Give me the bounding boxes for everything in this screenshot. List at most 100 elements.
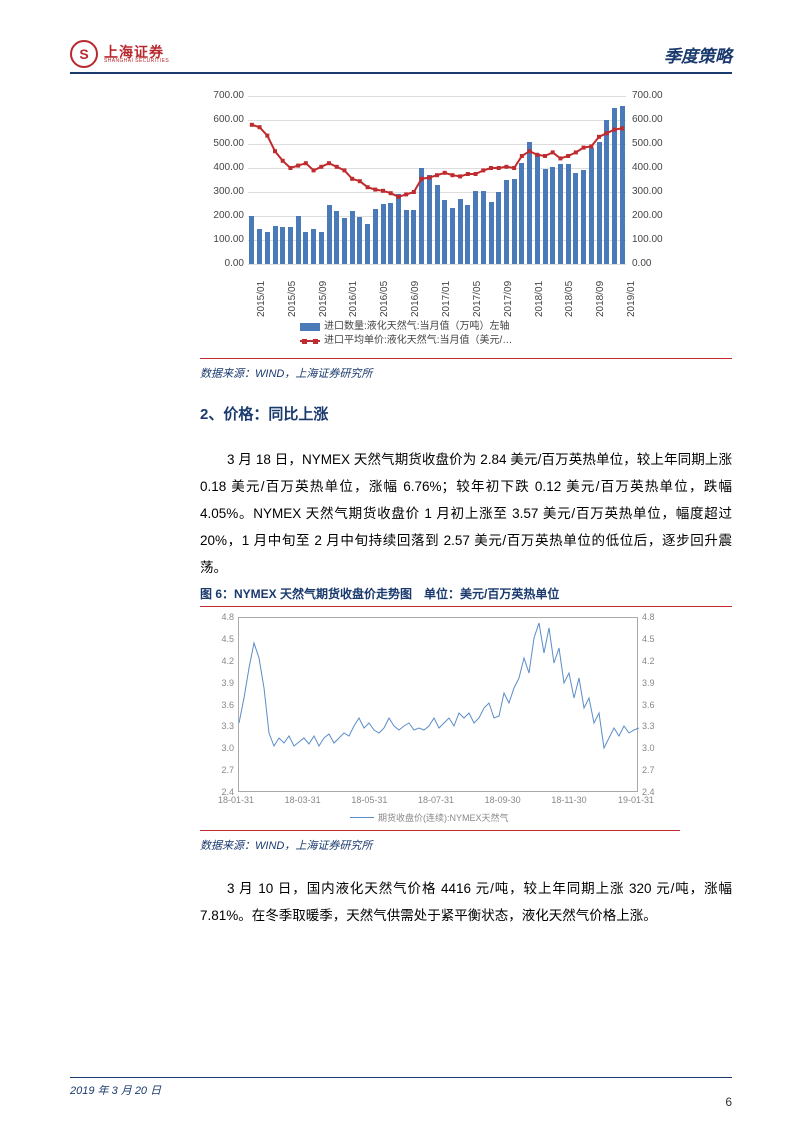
y2-right-tick: 3.3 xyxy=(642,721,655,731)
bar xyxy=(504,180,509,264)
y2-left-tick: 3.0 xyxy=(200,743,234,753)
bar xyxy=(288,227,293,264)
figure-6-title: 图 6：NYMEX 天然气期货收盘价走势图 单位：美元/百万英热单位 xyxy=(200,585,732,607)
logo-text-en: SHANGHAI SECURITIES xyxy=(104,59,169,64)
x-tick: 2015/09 xyxy=(318,281,329,317)
bar xyxy=(388,203,393,264)
footer-divider xyxy=(70,1077,732,1078)
y-left-tick: 600.00 xyxy=(200,114,244,125)
y-right-tick: 100.00 xyxy=(632,234,676,245)
document-type: 季度策略 xyxy=(664,42,732,67)
chart-1-source: 数据来源：WIND，上海证券研究所 xyxy=(200,365,732,381)
legend-bar-icon xyxy=(300,323,320,331)
bar xyxy=(303,232,308,264)
x2-tick: 18-03-31 xyxy=(285,795,321,805)
bar xyxy=(273,226,278,264)
logo-text-cn: 上海证券 xyxy=(104,45,169,59)
bar xyxy=(612,108,617,264)
y2-left-tick: 3.9 xyxy=(200,678,234,688)
paragraph-1: 3 月 18 日，NYMEX 天然气期货收盘价为 2.84 美元/百万英热单位，… xyxy=(200,446,732,581)
legend-line-label: 进口平均单价:液化天然气:当月值（美元/… xyxy=(324,334,512,348)
x2-tick: 18-07-31 xyxy=(418,795,454,805)
x-tick: 2016/09 xyxy=(410,281,421,317)
chart-2-plot-area xyxy=(238,617,638,792)
x-tick: 2017/09 xyxy=(503,281,514,317)
chart-2-legend: 期货收盘价(连续):NYMEX天然气 xyxy=(350,811,509,824)
y2-right-tick: 2.7 xyxy=(642,765,655,775)
y-right-tick: 400.00 xyxy=(632,162,676,173)
bar xyxy=(365,224,370,264)
bar xyxy=(342,218,347,264)
bar xyxy=(573,173,578,264)
lng-import-chart: 进口数量:液化天然气:当月值（万吨）左轴 进口平均单价:液化天然气:当月值（美元… xyxy=(200,92,680,352)
chart-1-legend: 进口数量:液化天然气:当月值（万吨）左轴 进口平均单价:液化天然气:当月值（美元… xyxy=(300,320,512,348)
y-right-tick: 700.00 xyxy=(632,90,676,101)
bar xyxy=(458,199,463,264)
bar xyxy=(357,217,362,264)
x-tick: 2018/01 xyxy=(534,281,545,317)
y-right-tick: 200.00 xyxy=(632,210,676,221)
y-right-tick: 300.00 xyxy=(632,186,676,197)
bar xyxy=(604,120,609,264)
y2-left-tick: 4.5 xyxy=(200,634,234,644)
chart-2-line-svg xyxy=(239,618,639,793)
logo: S 上海证券 SHANGHAI SECURITIES xyxy=(70,40,169,68)
bar xyxy=(550,167,555,264)
y2-right-tick: 3.6 xyxy=(642,700,655,710)
nymex-price-chart: 期货收盘价(连续):NYMEX天然气 4.84.84.54.54.24.23.9… xyxy=(200,611,680,831)
bar xyxy=(473,191,478,264)
bar xyxy=(327,205,332,264)
y2-right-tick: 3.9 xyxy=(642,678,655,688)
y-left-tick: 500.00 xyxy=(200,138,244,149)
y2-left-tick: 4.8 xyxy=(200,612,234,622)
x-tick: 2016/01 xyxy=(348,281,359,317)
y-left-tick: 700.00 xyxy=(200,90,244,101)
x-tick: 2015/05 xyxy=(287,281,298,317)
bar xyxy=(589,148,594,264)
chart-1-container: 进口数量:液化天然气:当月值（万吨）左轴 进口平均单价:液化天然气:当月值（美元… xyxy=(200,92,732,359)
y-left-tick: 0.00 xyxy=(200,258,244,269)
footer-date: 2019 年 3 月 20 日 xyxy=(70,1082,161,1098)
x2-tick: 18-05-31 xyxy=(351,795,387,805)
y-left-tick: 300.00 xyxy=(200,186,244,197)
x2-tick: 18-09-30 xyxy=(485,795,521,805)
bar xyxy=(543,169,548,264)
bar xyxy=(373,209,378,264)
y2-left-tick: 2.7 xyxy=(200,765,234,775)
bar xyxy=(558,164,563,264)
y-right-tick: 0.00 xyxy=(632,258,676,269)
x-tick: 2017/05 xyxy=(472,281,483,317)
y-right-tick: 500.00 xyxy=(632,138,676,149)
bar xyxy=(411,210,416,264)
y2-right-tick: 3.0 xyxy=(642,743,655,753)
bar xyxy=(566,164,571,264)
x2-tick: 19-01-31 xyxy=(618,795,654,805)
chart-2-source: 数据来源：WIND，上海证券研究所 xyxy=(200,837,732,853)
bar xyxy=(465,205,470,264)
bar xyxy=(257,229,262,264)
bar xyxy=(450,208,455,264)
y-left-tick: 100.00 xyxy=(200,234,244,245)
bar xyxy=(404,210,409,264)
bar xyxy=(527,142,532,264)
bar xyxy=(419,168,424,264)
bar xyxy=(249,216,254,264)
paragraph-2: 3 月 10 日，国内液化天然气价格 4416 元/吨，较上年同期上涨 320 … xyxy=(200,875,732,929)
y2-left-tick: 3.6 xyxy=(200,700,234,710)
section-title: 2、价格：同比上涨 xyxy=(200,403,732,424)
x-tick: 2017/01 xyxy=(441,281,452,317)
y-right-tick: 600.00 xyxy=(632,114,676,125)
legend-bar-label: 进口数量:液化天然气:当月值（万吨）左轴 xyxy=(324,320,510,334)
bar xyxy=(535,154,540,264)
bar xyxy=(489,202,494,264)
bar xyxy=(620,106,625,264)
bar xyxy=(311,229,316,264)
x2-tick: 18-11-30 xyxy=(551,795,586,805)
x-tick: 2018/09 xyxy=(595,281,606,317)
y2-right-tick: 4.2 xyxy=(642,656,655,666)
y-left-tick: 400.00 xyxy=(200,162,244,173)
x-tick: 2016/05 xyxy=(379,281,390,317)
bar xyxy=(381,204,386,264)
y-left-tick: 200.00 xyxy=(200,210,244,221)
bar xyxy=(481,191,486,264)
